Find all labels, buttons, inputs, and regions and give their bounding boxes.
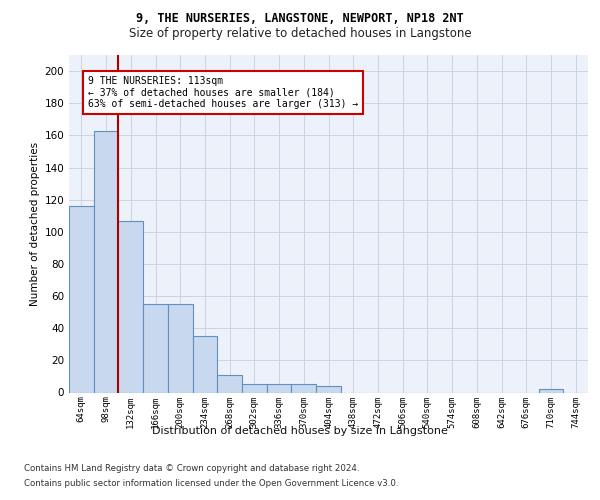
Bar <box>143 304 168 392</box>
Text: 9 THE NURSERIES: 113sqm
← 37% of detached houses are smaller (184)
63% of semi-d: 9 THE NURSERIES: 113sqm ← 37% of detache… <box>88 76 358 109</box>
Text: Contains HM Land Registry data © Crown copyright and database right 2024.: Contains HM Land Registry data © Crown c… <box>24 464 359 473</box>
Text: Distribution of detached houses by size in Langstone: Distribution of detached houses by size … <box>152 426 448 436</box>
Bar <box>292 384 316 392</box>
Text: Contains public sector information licensed under the Open Government Licence v3: Contains public sector information licen… <box>24 479 398 488</box>
Bar <box>118 220 143 392</box>
Text: 9, THE NURSERIES, LANGSTONE, NEWPORT, NP18 2NT: 9, THE NURSERIES, LANGSTONE, NEWPORT, NP… <box>136 12 464 26</box>
Bar <box>217 375 242 392</box>
Bar <box>69 206 94 392</box>
Bar <box>193 336 217 392</box>
Bar <box>539 390 563 392</box>
Bar <box>316 386 341 392</box>
Bar <box>94 130 118 392</box>
Y-axis label: Number of detached properties: Number of detached properties <box>30 142 40 306</box>
Bar <box>168 304 193 392</box>
Bar <box>242 384 267 392</box>
Bar <box>267 384 292 392</box>
Text: Size of property relative to detached houses in Langstone: Size of property relative to detached ho… <box>128 28 472 40</box>
